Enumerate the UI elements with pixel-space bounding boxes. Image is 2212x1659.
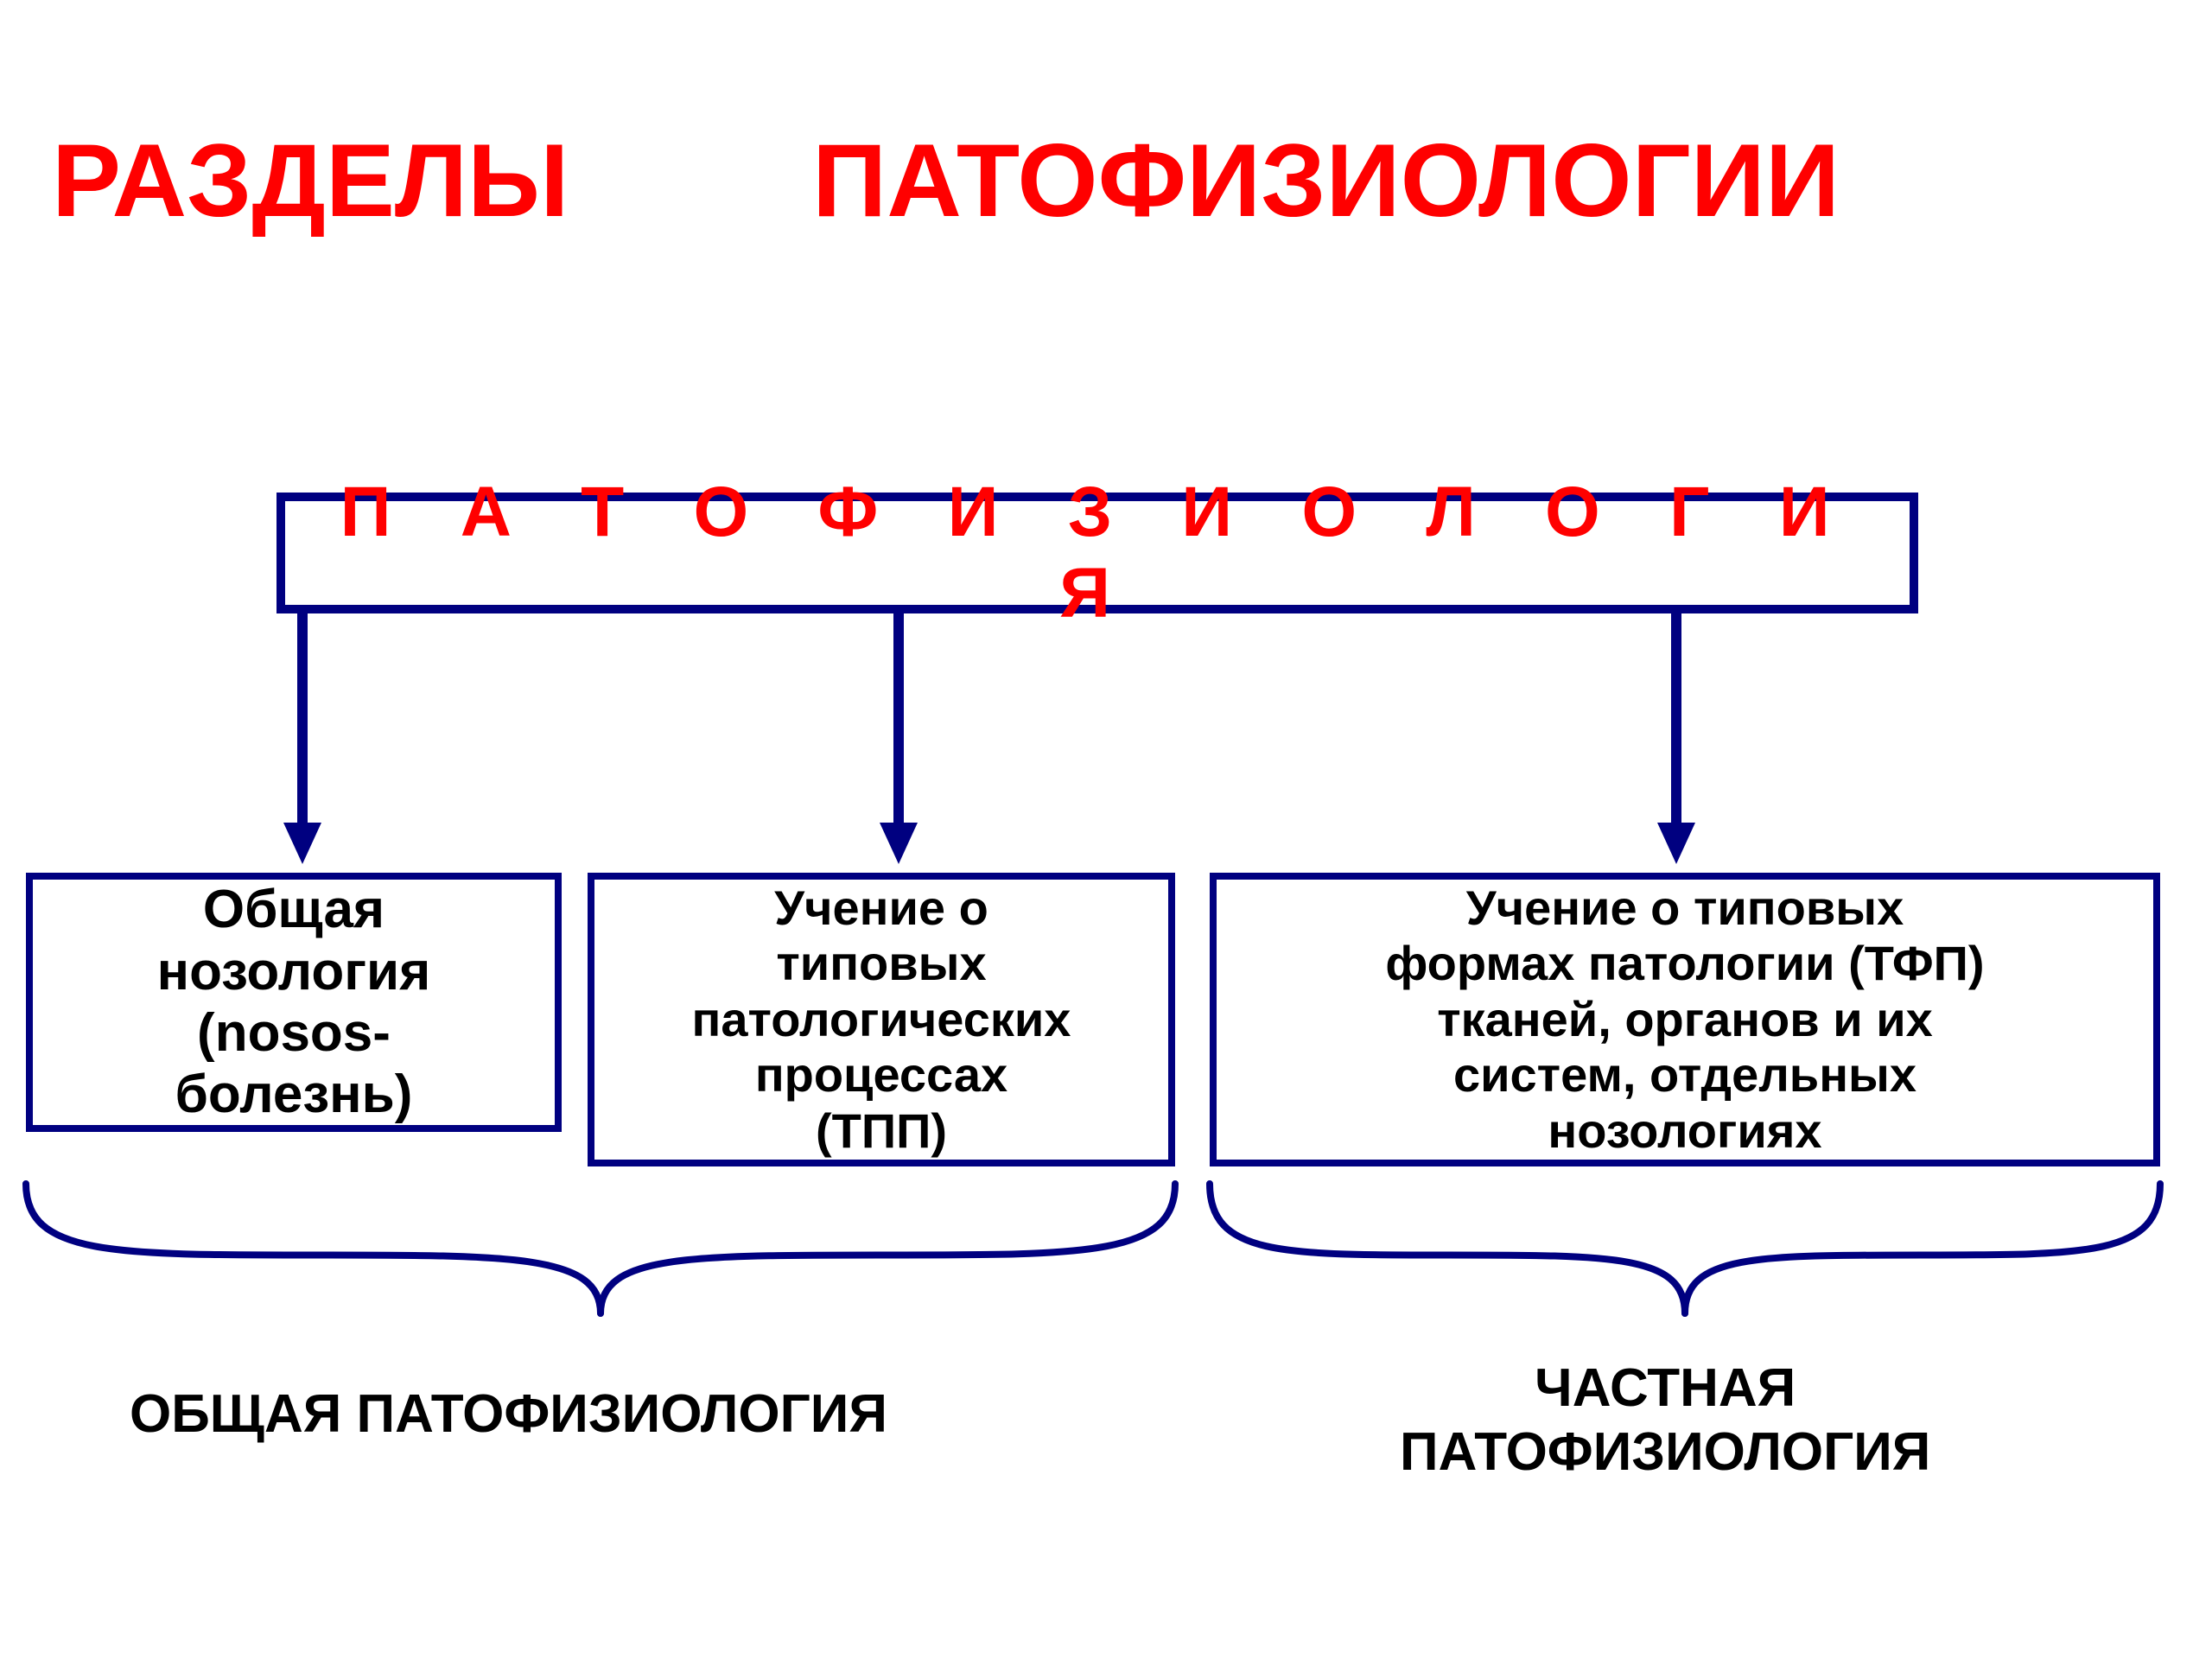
root-node: П А Т О Ф И З И О Л О Г И Я [276, 493, 1918, 613]
child-node-1: Учение о типовых патологических процесса… [588, 873, 1175, 1166]
child-node-2: Учение о типовых формах патологии (ТФП) … [1210, 873, 2160, 1166]
brace-label-1: ЧАСТНАЯ ПАТОФИЗИОЛОГИЯ [1400, 1357, 1930, 1485]
page-title-word1: РАЗДЕЛЫ [52, 121, 569, 240]
child-node-0: Общая нозология (nosos- болезнь) [26, 873, 562, 1132]
page-title-word2: ПАТОФИЗИОЛОГИИ [812, 121, 1840, 240]
brace-label-0: ОБЩАЯ ПАТОФИЗИОЛОГИЯ [130, 1382, 887, 1446]
